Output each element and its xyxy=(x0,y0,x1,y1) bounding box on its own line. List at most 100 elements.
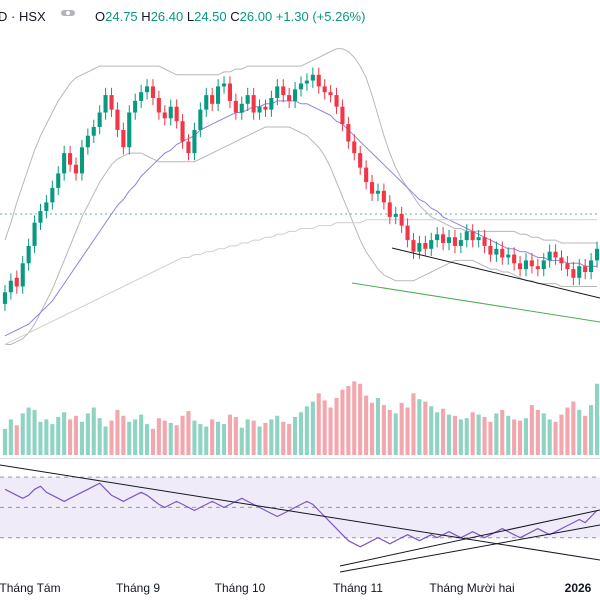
candle-body xyxy=(38,211,43,223)
long-moving-average-line xyxy=(4,219,597,345)
candle-body xyxy=(287,95,292,101)
x-axis-label: Tháng 10 xyxy=(215,581,266,595)
volume-bar xyxy=(287,424,292,455)
volume-bar xyxy=(500,409,505,455)
volume-bar xyxy=(494,413,499,455)
candle-body xyxy=(174,106,179,122)
candle-body xyxy=(482,237,487,246)
candle-body xyxy=(26,245,31,264)
candle-body xyxy=(375,190,380,194)
volume-bar xyxy=(85,413,90,455)
volume-bar xyxy=(275,415,280,455)
candle-body xyxy=(216,86,221,104)
candle-body xyxy=(85,135,90,148)
volume-bar xyxy=(476,414,481,455)
volume-bar xyxy=(216,421,221,456)
volume-bar xyxy=(198,424,203,455)
candle-body xyxy=(523,260,528,270)
volume-bar xyxy=(109,420,114,455)
candle-body xyxy=(476,237,481,241)
candle-body xyxy=(559,257,564,264)
volume-bar xyxy=(375,398,380,455)
volume-bar xyxy=(452,415,457,455)
pane-separator[interactable] xyxy=(0,458,600,459)
volume-bar xyxy=(73,415,78,455)
volume-bar xyxy=(115,409,120,455)
candle-body xyxy=(168,106,173,119)
candle-body xyxy=(334,95,339,107)
x-axis-label: Tháng Tám xyxy=(0,581,61,595)
candle-body xyxy=(133,100,138,113)
bollinger-lower-line xyxy=(5,126,597,345)
candle-body xyxy=(322,86,327,93)
volume-bar xyxy=(79,421,84,456)
volume-bar xyxy=(239,427,244,455)
volume-bar xyxy=(103,426,108,455)
candle-body xyxy=(393,214,398,217)
candle-body xyxy=(470,231,475,241)
open-value: 24.75 xyxy=(105,9,138,24)
candle-body xyxy=(204,95,209,110)
candle-body xyxy=(541,260,546,270)
candle-body xyxy=(441,234,446,243)
volume-bar xyxy=(512,419,517,455)
candle-body xyxy=(595,248,600,261)
volume-bar xyxy=(121,415,126,455)
candle-body xyxy=(328,92,333,96)
volume-bar xyxy=(346,386,351,455)
volume-bar xyxy=(423,401,428,455)
volume-bar xyxy=(417,399,422,455)
volume-bar xyxy=(541,413,546,455)
moving-average-line xyxy=(4,100,597,337)
candle-body xyxy=(127,112,132,148)
candle-body xyxy=(145,86,150,93)
candle-body xyxy=(512,254,517,264)
candle-body xyxy=(571,269,576,278)
x-axis-label: Tháng 9 xyxy=(116,581,160,595)
volume-bar xyxy=(174,425,179,455)
candle-body xyxy=(56,173,61,188)
volume-bar xyxy=(298,412,303,456)
candle-body xyxy=(488,245,493,255)
close-label: C xyxy=(230,9,240,24)
rsi-trendline-up-1 xyxy=(339,524,600,573)
volume-bar xyxy=(506,415,511,455)
candle-body xyxy=(8,280,13,293)
volume-bar xyxy=(571,401,576,455)
volume-bar xyxy=(370,402,375,456)
candle-body xyxy=(50,187,55,203)
candle-body xyxy=(429,240,434,249)
bollinger-upper-line xyxy=(4,48,597,244)
volume-bar xyxy=(304,406,309,455)
eye-toggle-icon[interactable] xyxy=(60,6,75,16)
candle-body xyxy=(589,260,594,272)
candle-body xyxy=(310,74,315,81)
volume-bar xyxy=(411,393,416,456)
volume-bar xyxy=(328,407,333,455)
volume-bar xyxy=(56,417,61,455)
candle-body xyxy=(370,182,375,194)
rsi-trendline-down xyxy=(0,464,600,561)
volume-bar xyxy=(263,422,268,455)
candle-body xyxy=(150,86,155,98)
volume-bar xyxy=(97,418,102,455)
volume-bar xyxy=(565,407,570,455)
candle-body xyxy=(281,86,286,96)
volume-bar xyxy=(26,407,31,455)
volume-bar xyxy=(405,407,410,455)
volume-bar xyxy=(393,413,398,455)
candle-body xyxy=(192,129,197,154)
candle-body xyxy=(518,263,523,270)
volume-bar xyxy=(269,419,274,455)
volume-bar xyxy=(488,421,493,456)
x-axis-label: Tháng Mười hai xyxy=(429,581,514,595)
candle-body xyxy=(14,277,19,287)
candle-body xyxy=(79,147,84,174)
candle-body xyxy=(458,240,463,246)
candle-body xyxy=(346,124,351,142)
candle-body xyxy=(257,106,262,113)
candle-body xyxy=(529,260,534,267)
candle-body xyxy=(358,153,363,168)
volume-bar xyxy=(464,418,469,455)
